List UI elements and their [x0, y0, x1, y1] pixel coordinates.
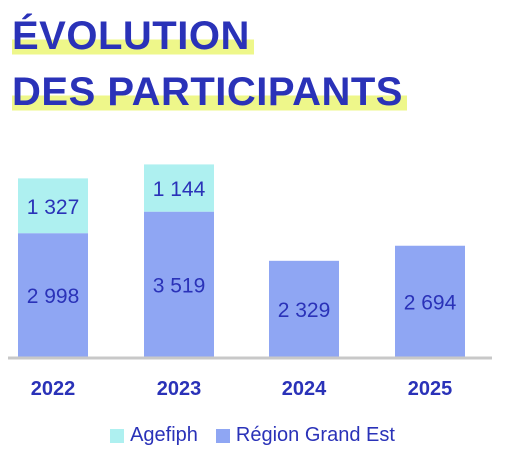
- bar-region-2024: [269, 260, 339, 357]
- legend-item-region: Région Grand Est: [215, 424, 395, 447]
- title-line-2: DES PARTICIPANTS: [12, 70, 407, 114]
- title-line-1: ÉVOLUTION: [12, 14, 254, 58]
- bar-agefiph-2022: [18, 178, 88, 234]
- bar-agefiph-2023: [144, 164, 214, 212]
- data-label-region-2022: 2 998: [27, 285, 80, 308]
- legend-label-agefiph: Agefiph: [130, 424, 198, 446]
- legend-swatch-region: [215, 428, 230, 443]
- data-label-agefiph-2023: 1 144: [153, 178, 206, 201]
- chart-legend: Agefiph Région Grand Est: [0, 424, 505, 447]
- legend-label-region: Région Grand Est: [235, 424, 395, 446]
- data-label-region-2023: 3 519: [153, 274, 206, 297]
- bar-region-2025: [395, 245, 465, 357]
- x-tick-label-2024: 2024: [282, 378, 327, 400]
- bar-region-2023: [144, 211, 214, 357]
- legend-swatch-agefiph: [110, 428, 125, 443]
- data-label-agefiph-2022: 1 327: [27, 196, 80, 219]
- x-tick-label-2025: 2025: [408, 378, 453, 400]
- data-label-region-2024: 2 329: [278, 299, 331, 322]
- chart-title: ÉVOLUTION DES PARTICIPANTS: [12, 14, 407, 114]
- data-label-region-2025: 2 694: [404, 291, 457, 314]
- legend-item-agefiph: Agefiph: [110, 424, 198, 447]
- bar-region-2022: [18, 233, 88, 357]
- x-tick-label-2022: 2022: [31, 378, 76, 400]
- x-tick-label-2023: 2023: [157, 378, 202, 400]
